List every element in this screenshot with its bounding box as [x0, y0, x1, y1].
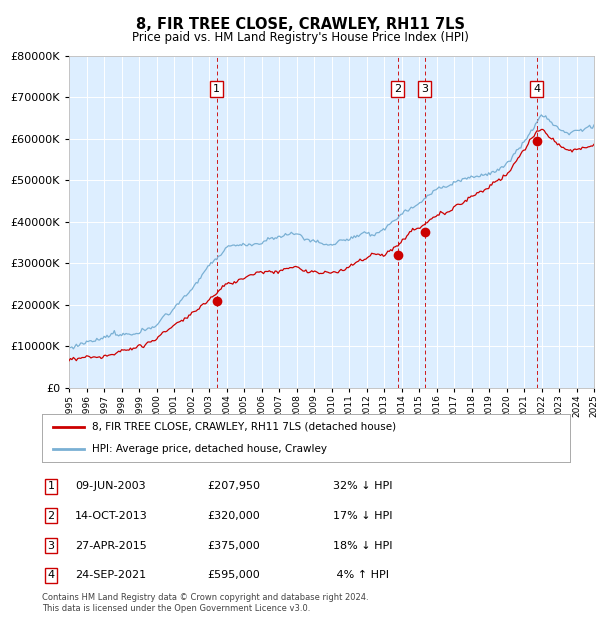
Text: Contains HM Land Registry data © Crown copyright and database right 2024.
This d: Contains HM Land Registry data © Crown c…: [42, 593, 368, 613]
Text: 4% ↑ HPI: 4% ↑ HPI: [333, 570, 389, 580]
Text: 4: 4: [47, 570, 55, 580]
Text: 17% ↓ HPI: 17% ↓ HPI: [333, 511, 392, 521]
Text: 2: 2: [394, 84, 401, 94]
Text: £320,000: £320,000: [207, 511, 260, 521]
Text: 09-JUN-2003: 09-JUN-2003: [75, 481, 146, 491]
Text: 3: 3: [47, 541, 55, 551]
Text: 27-APR-2015: 27-APR-2015: [75, 541, 147, 551]
Text: Price paid vs. HM Land Registry's House Price Index (HPI): Price paid vs. HM Land Registry's House …: [131, 31, 469, 43]
Text: 14-OCT-2013: 14-OCT-2013: [75, 511, 148, 521]
Text: 24-SEP-2021: 24-SEP-2021: [75, 570, 146, 580]
Text: 18% ↓ HPI: 18% ↓ HPI: [333, 541, 392, 551]
Text: 1: 1: [47, 481, 55, 491]
Text: 3: 3: [421, 84, 428, 94]
Text: 1: 1: [213, 84, 220, 94]
Text: £595,000: £595,000: [207, 570, 260, 580]
Text: 2: 2: [47, 511, 55, 521]
Text: 8, FIR TREE CLOSE, CRAWLEY, RH11 7LS: 8, FIR TREE CLOSE, CRAWLEY, RH11 7LS: [136, 17, 464, 32]
Text: £375,000: £375,000: [207, 541, 260, 551]
Text: 4: 4: [533, 84, 541, 94]
Text: £207,950: £207,950: [207, 481, 260, 491]
Text: 8, FIR TREE CLOSE, CRAWLEY, RH11 7LS (detached house): 8, FIR TREE CLOSE, CRAWLEY, RH11 7LS (de…: [92, 422, 396, 432]
Text: HPI: Average price, detached house, Crawley: HPI: Average price, detached house, Craw…: [92, 444, 327, 454]
Text: 32% ↓ HPI: 32% ↓ HPI: [333, 481, 392, 491]
